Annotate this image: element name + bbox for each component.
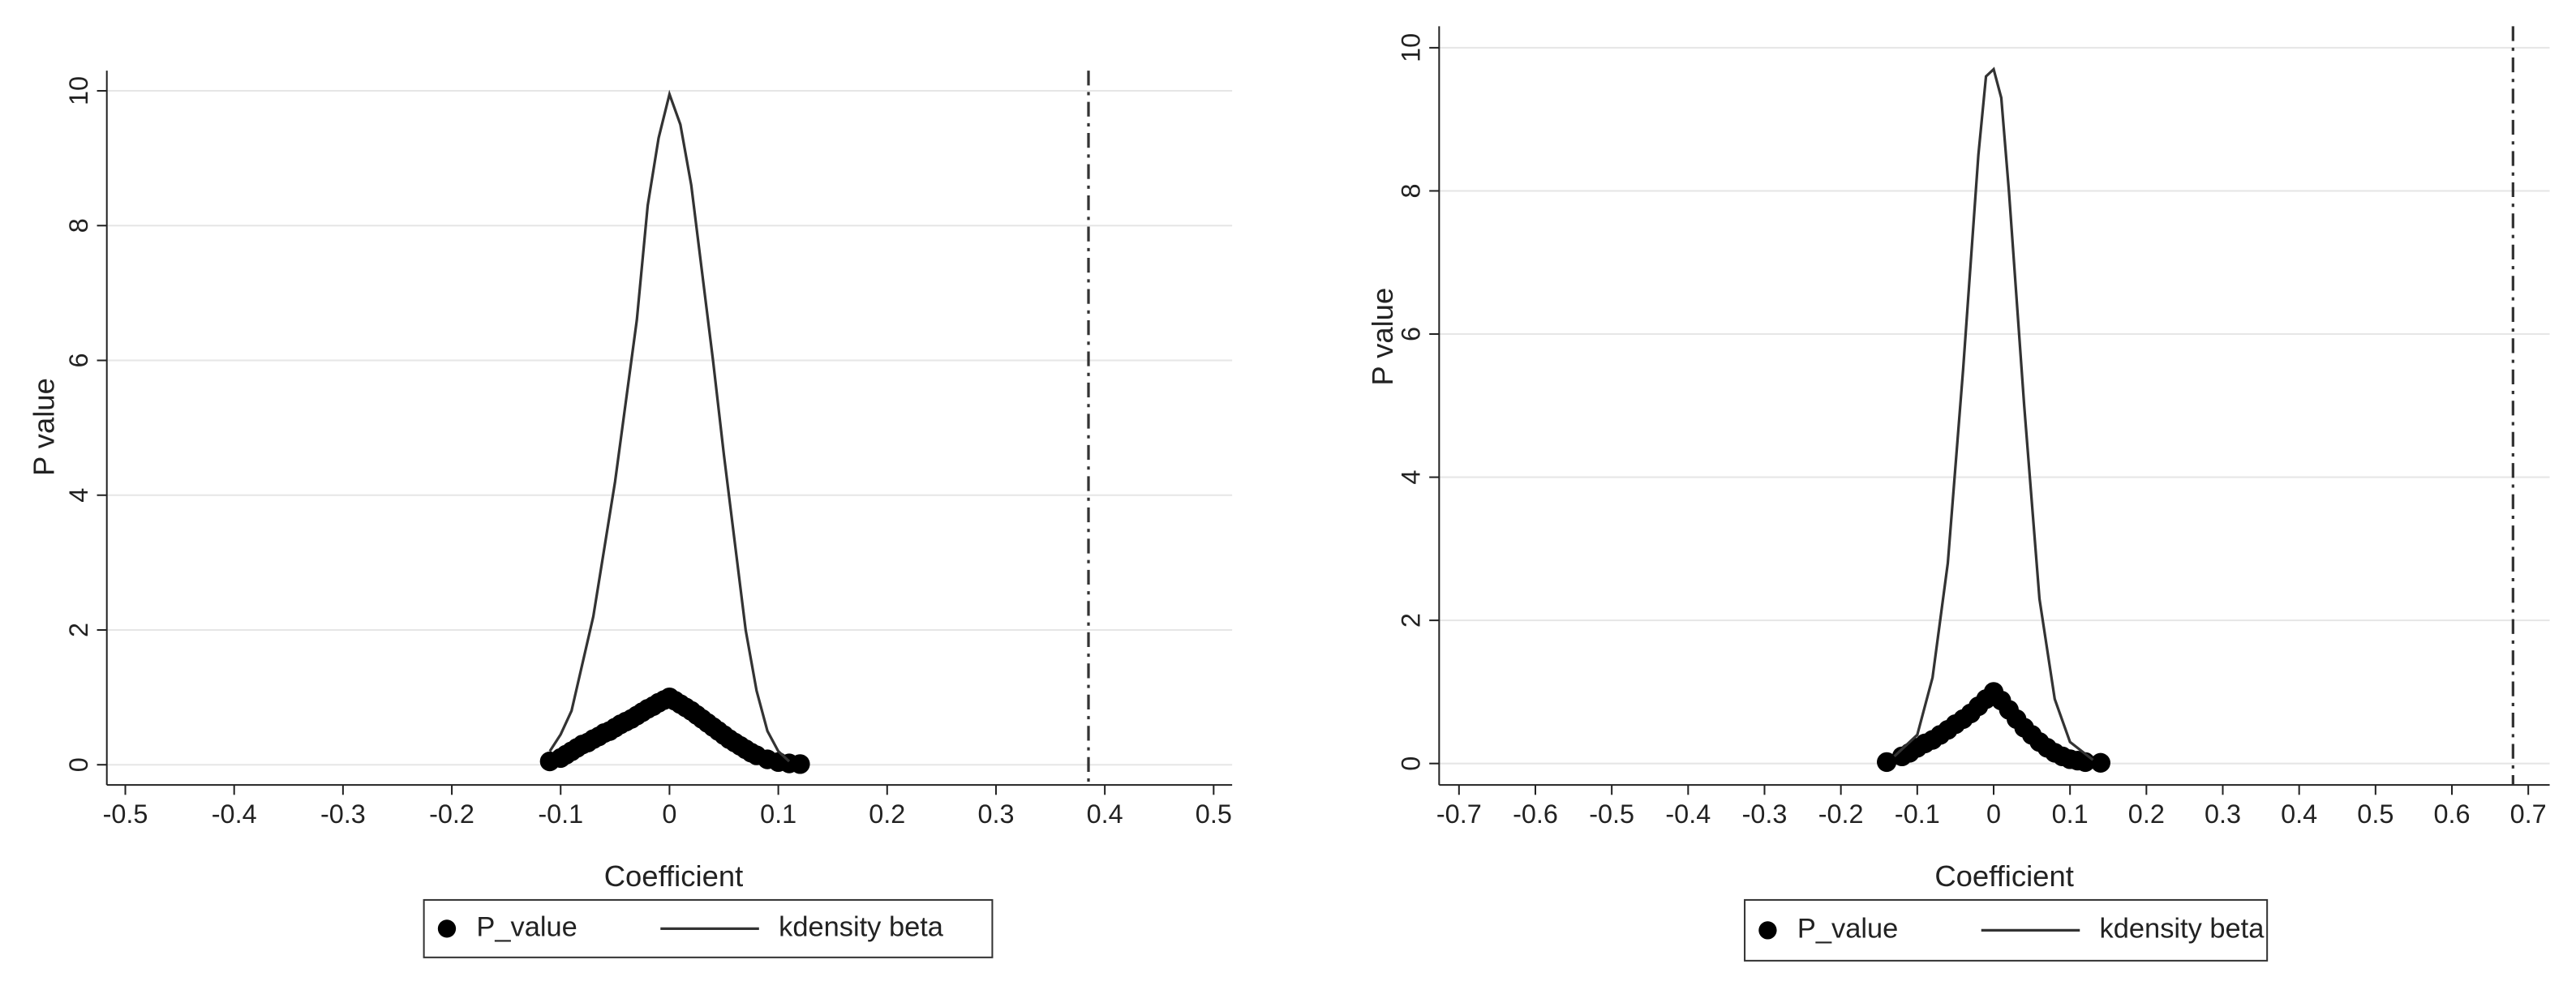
x-tick-label: 0.2 <box>2128 799 2165 829</box>
legend-marker <box>437 919 457 938</box>
x-tick-label: 0 <box>662 799 676 829</box>
x-tick-label: 0.6 <box>2433 799 2470 829</box>
x-tick-label: -0.3 <box>1742 799 1788 829</box>
x-tick-label: 0.1 <box>760 799 796 829</box>
x-tick-label: -0.3 <box>320 799 366 829</box>
x-tick-label: -0.4 <box>1665 799 1711 829</box>
y-tick-label: 0 <box>64 757 93 772</box>
x-tick-label: 0.5 <box>1196 799 1232 829</box>
x-tick-label: -0.1 <box>538 799 583 829</box>
x-tick-label: -0.4 <box>212 799 257 829</box>
y-tick-label: 4 <box>1396 470 1425 485</box>
y-tick-label: 0 <box>1396 756 1425 771</box>
x-tick-label: 0.4 <box>2281 799 2317 829</box>
y-tick-label: 2 <box>1396 613 1425 628</box>
scatter-point <box>2090 752 2110 773</box>
y-tick-label: 8 <box>1396 183 1425 198</box>
x-tick-label: 0.2 <box>869 799 905 829</box>
x-axis-title: Coefficient <box>604 859 744 893</box>
legend-text: kdensity beta <box>779 911 944 942</box>
legend-text: P_value <box>476 911 577 942</box>
x-tick-label: 0 <box>1986 799 2001 829</box>
x-tick-label: -0.7 <box>1436 799 1482 829</box>
y-tick-label: 10 <box>1396 33 1425 62</box>
y-tick-label: 6 <box>64 353 93 367</box>
y-tick-label: 6 <box>1396 327 1425 341</box>
y-tick-label: 8 <box>64 218 93 233</box>
x-tick-label: 0.1 <box>2052 799 2089 829</box>
chart: 0 2 4 6 8 10 -0.5 -0.4 -0.3 -0.2 -0.1 0 0.1 0.2 0.3 0.4… <box>27 71 1233 958</box>
x-tick-label: 0.5 <box>2357 799 2394 829</box>
x-tick-label: -0.5 <box>103 799 148 829</box>
y-tick-label: 2 <box>64 623 93 637</box>
scatter-point <box>1877 752 1897 773</box>
density-line <box>548 89 791 763</box>
chart: 0 2 4 6 8 10 -0.7 -0.6 -0.5 -0.4 -0.3 -0.2 -0.1 0 0.1 0… <box>1366 26 2550 962</box>
legend-text: P_value <box>1797 914 1898 945</box>
y-axis-title: P value <box>1366 288 1399 386</box>
x-tick-label: -0.2 <box>1818 799 1864 829</box>
x-tick-label: 0.3 <box>2205 799 2241 829</box>
x-axis-title: Coefficient <box>1934 859 2074 893</box>
x-tick-label: -0.6 <box>1513 799 1558 829</box>
legend-text: kdensity beta <box>2100 914 2265 945</box>
y-tick-label: 10 <box>64 76 93 105</box>
y-axis-title: P value <box>27 378 60 476</box>
legend-marker <box>1758 921 1777 940</box>
y-tick-label: 4 <box>64 488 93 503</box>
x-tick-label: 0.7 <box>2510 799 2547 829</box>
x-tick-label: -0.2 <box>429 799 474 829</box>
x-tick-label: 0.4 <box>1087 799 1123 829</box>
scatter-point <box>790 754 810 774</box>
density-line <box>1893 66 2094 761</box>
x-tick-label: -0.5 <box>1589 799 1634 829</box>
x-tick-label: 0.3 <box>977 799 1014 829</box>
x-tick-label: -0.1 <box>1895 799 1940 829</box>
